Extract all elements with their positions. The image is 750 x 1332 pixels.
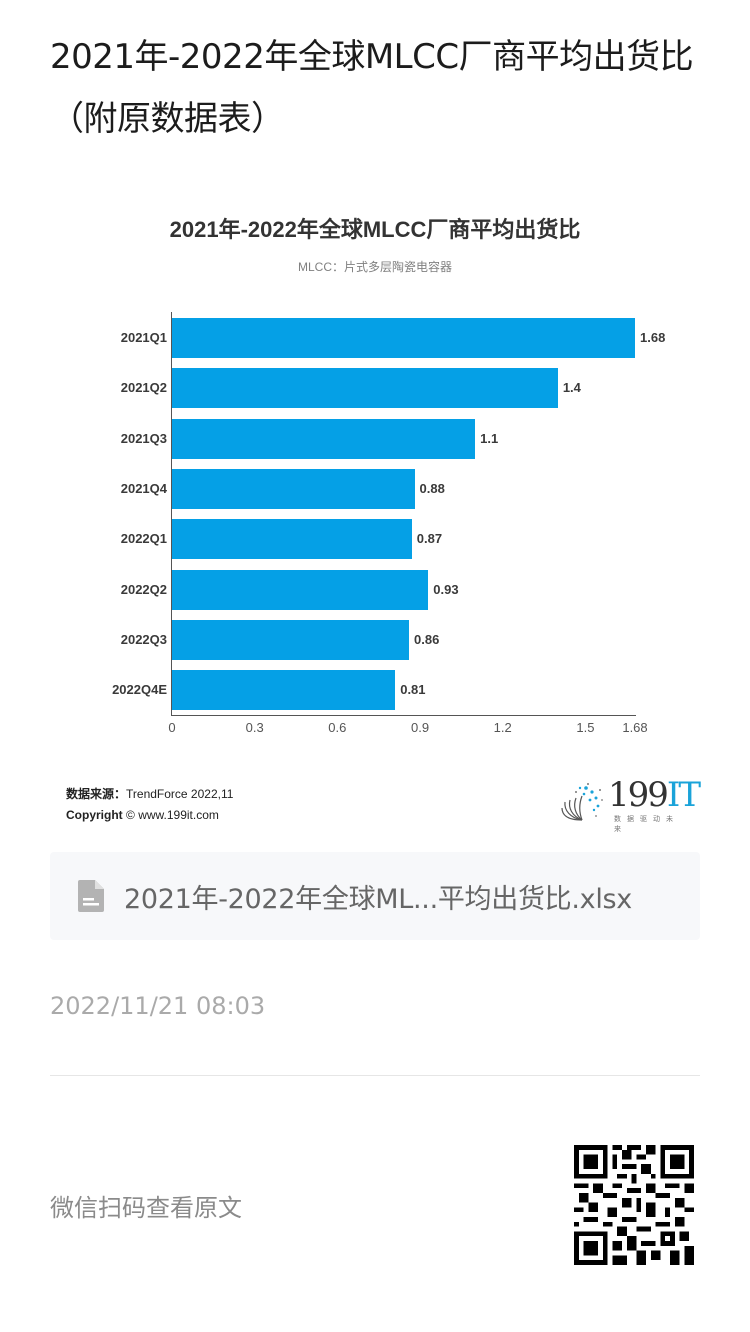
dandelion-logo-icon: [561, 783, 603, 821]
bar: [172, 318, 635, 358]
x-axis-line: [171, 715, 636, 716]
bar: [172, 468, 415, 509]
attachment-file-link[interactable]: 2021年-2022年全球ML...平均出货比.xlsx: [50, 852, 700, 940]
x-tick-label: 0.6: [328, 720, 347, 735]
bar-row: 2021Q3 1.1: [50, 418, 700, 459]
bar-plot: 2021Q1 1.68 2021Q2 1.4 2021Q3 1.1 2021Q4 0.88 20…: [50, 190, 700, 840]
logo-wordmark: 199IT: [608, 775, 701, 815]
bar: [172, 569, 429, 610]
bar-value-label: 0.81: [400, 682, 426, 698]
chart-title: 2021年-2022年全球MLCC厂商平均出货比: [169, 217, 581, 242]
199it-logo: 199IT 数据驱动未来: [560, 776, 701, 833]
source-value: TrendForce 2022,11: [126, 787, 234, 801]
bar: [172, 418, 476, 459]
bar-value-label: 0.86: [414, 631, 440, 647]
bar-value-label: 1.4: [562, 380, 581, 396]
divider: [50, 1075, 700, 1076]
scan-to-view-label: 微信扫码查看原文: [50, 1194, 242, 1222]
bar-value-label: 0.87: [416, 531, 443, 547]
category-label: 2022Q2: [120, 581, 167, 597]
copyright-line: Copyright © www.199it.com: [66, 805, 233, 826]
chart-image: 2021年-2022年全球MLCC厂商平均出货比 MLCC：片式多层陶瓷电容器 …: [50, 190, 701, 840]
bar: [172, 619, 409, 660]
chart-subtitle: MLCC：片式多层陶瓷电容器: [297, 260, 452, 274]
publish-timestamp: 2022/11/21 08:03: [50, 992, 266, 1020]
source-block: 数据来源：TrendForce 2022,11 Copyright © www.…: [66, 784, 233, 826]
category-label: 2021Q3: [120, 430, 167, 446]
x-tick-label: 0.3: [245, 720, 264, 735]
category-label: 2021Q4: [120, 480, 167, 496]
x-tick-label: 1.2: [493, 720, 512, 735]
x-tick-label: 0.9: [410, 720, 430, 735]
copyright-label: Copyright: [66, 808, 123, 822]
category-label: 2021Q2: [120, 380, 167, 396]
bar-value-label: 0.88: [419, 480, 445, 496]
bar-value-label: 1.68: [640, 330, 666, 345]
bar-row: 2022Q4E 0.81: [50, 670, 700, 711]
bar-row: 2022Q2 0.93: [50, 569, 700, 610]
bar-row: 2021Q4 0.88: [50, 468, 700, 509]
bar: [172, 368, 558, 409]
file-icon: [78, 880, 104, 912]
source-label: 数据来源：: [66, 787, 127, 801]
category-label: 2021Q1: [120, 330, 167, 345]
category-label: 2022Q1: [120, 531, 167, 547]
category-label: 2022Q3: [120, 631, 167, 647]
x-tick-label: 1.5: [576, 720, 595, 735]
qr-code-icon[interactable]: [574, 1145, 694, 1265]
bar-row: 2022Q1 0.87: [50, 519, 700, 560]
category-label: 2022Q4E: [112, 682, 167, 698]
bar-row: 2021Q2 1.4: [50, 368, 700, 409]
logo-tagline: 数据驱动未来: [614, 815, 679, 833]
bar-value-label: 1.1: [480, 430, 499, 446]
page-title: 2021年-2022年全球MLCC厂商平均出货比（附原数据表）: [50, 37, 694, 139]
bar: [172, 519, 412, 560]
bar-value-label: 0.93: [433, 581, 459, 597]
y-axis-line: [171, 312, 172, 716]
bar-row: 2021Q1 1.68: [50, 318, 700, 358]
attachment-file-name[interactable]: 2021年-2022年全球ML...平均出货比.xlsx: [124, 883, 632, 915]
x-tick-label: 1.68: [622, 720, 648, 735]
x-tick-label: 0: [168, 720, 176, 735]
bar-row: 2022Q3 0.86: [50, 619, 700, 660]
bar: [172, 670, 396, 711]
source-line: 数据来源：TrendForce 2022,11: [66, 784, 233, 805]
copyright-value: © www.199it.com: [126, 808, 219, 822]
